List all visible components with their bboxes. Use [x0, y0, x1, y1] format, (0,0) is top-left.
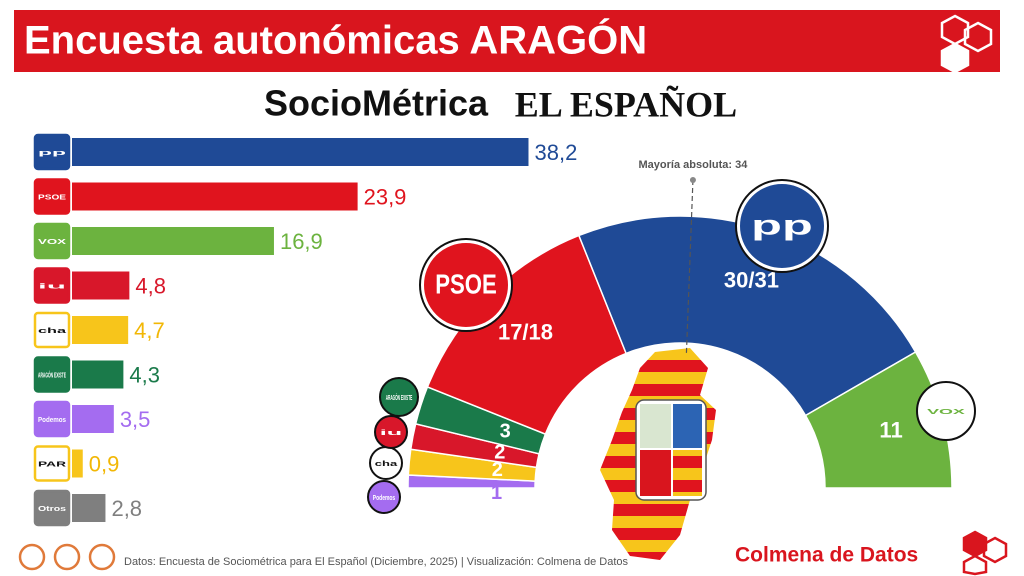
seat-label: 2 — [494, 442, 505, 464]
title-banner — [14, 10, 1000, 72]
party-logo — [420, 239, 512, 331]
sociometrica-logo: SocioMétrica — [264, 83, 489, 124]
party-logo — [379, 377, 419, 417]
party-logo — [33, 356, 71, 393]
logo-box — [270, 82, 482, 128]
party-logo — [33, 267, 71, 304]
brand-icon — [940, 14, 993, 74]
value-label: 2,8 — [111, 496, 142, 521]
party-logo-ring — [735, 179, 829, 273]
bar — [72, 449, 83, 478]
value-label: 16,9 — [280, 229, 323, 254]
bar — [72, 494, 106, 522]
footer-icons — [18, 543, 116, 571]
source-note: Datos: Encuesta de Sociométrica para El … — [124, 556, 629, 568]
party-logo — [367, 480, 401, 514]
party-logo-ring — [916, 381, 976, 441]
party-logo-text: iu — [380, 430, 402, 437]
party-logo-text: Podemos — [38, 417, 66, 424]
majority-label: Mayoría absoluta: 34 — [639, 159, 749, 171]
brand-icon-footer — [962, 530, 1008, 576]
bar — [72, 405, 114, 433]
party-logo-text: ARAGÓN EXISTE — [38, 370, 66, 379]
bar — [72, 360, 124, 389]
party-logo-text: Otros — [38, 506, 66, 513]
bar — [72, 138, 529, 166]
value-label: 0,9 — [89, 451, 120, 476]
bar — [72, 182, 358, 211]
party-logo — [736, 180, 828, 272]
party-logo — [33, 311, 71, 349]
party-logo-text: iu — [38, 283, 66, 290]
party-logo-text: VOX — [38, 239, 67, 246]
majority-marker — [689, 177, 696, 183]
party-logo — [33, 222, 71, 260]
bar — [72, 316, 129, 344]
party-logo — [33, 133, 71, 171]
party-logo-ring — [419, 238, 513, 332]
seat-label: 1 — [491, 482, 502, 504]
value-label: 38,2 — [534, 140, 577, 165]
party-logo-text: PAR — [38, 461, 66, 468]
seat-label: 2 — [492, 459, 503, 481]
party-logo — [33, 445, 71, 482]
party-logo-text: Podemos — [373, 495, 395, 502]
seat-label: 3 — [500, 420, 511, 442]
party-logo — [33, 178, 71, 215]
party-logo-text: cha — [38, 328, 66, 335]
seat-label: 17/18 — [498, 319, 553, 344]
party-logo-text: ARAGÓN EXISTE — [386, 393, 413, 402]
bar — [72, 227, 274, 255]
value-label: 3,5 — [120, 407, 151, 432]
seat-segment — [577, 215, 917, 417]
value-label: 4,8 — [135, 273, 166, 298]
value-label: 4,7 — [134, 318, 165, 343]
party-logo — [917, 382, 975, 440]
bar — [72, 271, 130, 300]
elespanol-logo: EL ESPAÑOL — [515, 84, 737, 124]
party-logo — [33, 489, 71, 527]
value-label: 4,3 — [129, 362, 160, 387]
party-logo-text: VOX — [927, 409, 966, 416]
majority-line — [685, 179, 694, 354]
party-logo-text: PSOE — [38, 194, 66, 201]
party-logo-text: PSOE — [435, 268, 497, 299]
party-logo-text: pp — [751, 209, 813, 240]
seat-label: 11 — [879, 417, 902, 442]
seat-segment — [426, 234, 628, 436]
brand-name: Colmena de Datos — [735, 544, 918, 567]
seat-label: 30/31 — [724, 267, 779, 292]
party-logo — [374, 415, 408, 449]
party-logo-text: pp — [38, 150, 66, 157]
value-label: 23,9 — [364, 184, 407, 209]
party-logo-text: cha — [375, 461, 398, 468]
map-aragon — [600, 348, 716, 560]
chart-title: Encuesta autonómicas ARAGÓN — [24, 17, 647, 63]
party-logo — [33, 400, 71, 438]
